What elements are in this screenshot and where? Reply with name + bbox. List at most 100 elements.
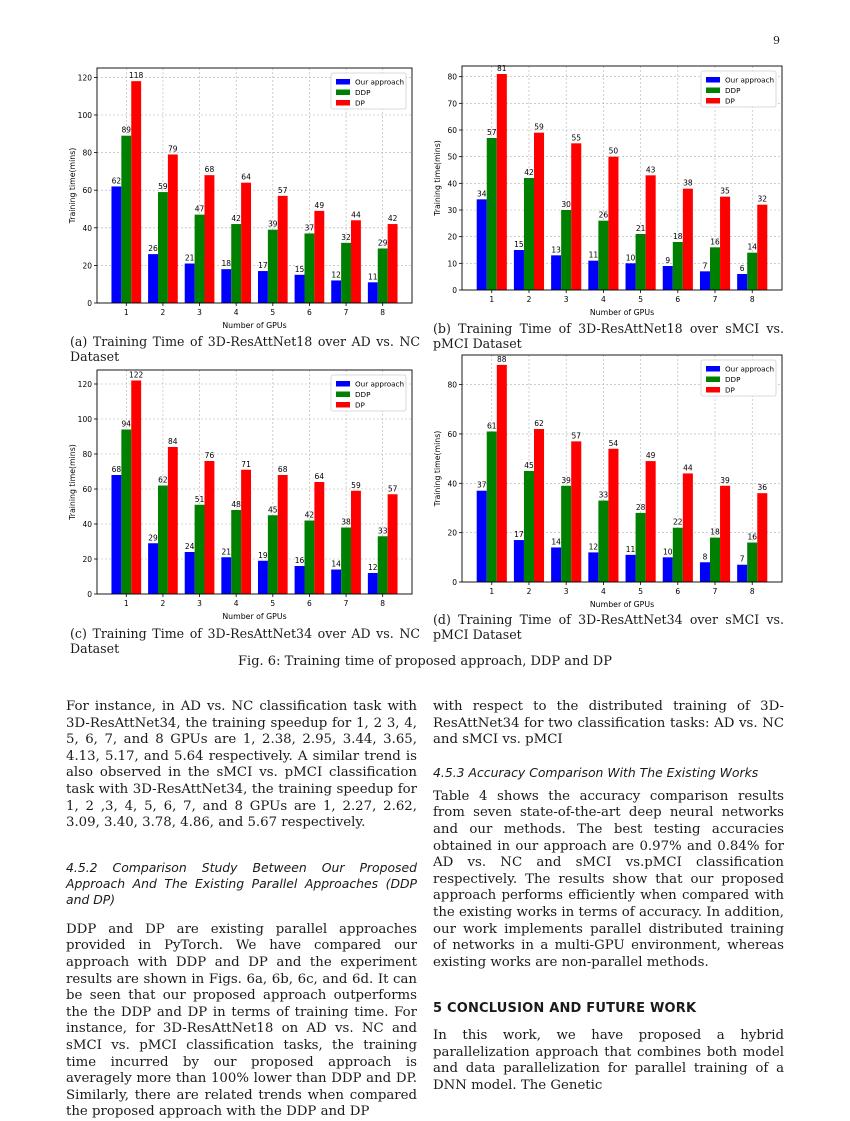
paragraph-accuracy: Table 4 shows the accuracy comparison re…	[433, 788, 784, 970]
data-label: 42	[524, 168, 534, 177]
bar	[131, 380, 142, 594]
bar	[231, 224, 242, 303]
bar	[523, 178, 534, 290]
data-label: 7	[740, 555, 745, 564]
data-label: 11	[626, 545, 636, 554]
bar	[534, 429, 545, 582]
bar	[157, 485, 168, 594]
data-label: 39	[720, 476, 730, 485]
bar	[672, 242, 683, 290]
x-tick-label: 4	[601, 587, 606, 596]
data-label: 21	[222, 547, 232, 556]
data-label: 16	[295, 556, 305, 565]
bar	[486, 138, 497, 290]
right-column: with respect to the distributed training…	[433, 699, 784, 1094]
data-label: 55	[571, 133, 581, 142]
y-tick-label: 10	[447, 259, 457, 268]
data-label: 51	[195, 495, 205, 504]
legend-swatch	[706, 87, 720, 93]
bar	[682, 473, 693, 582]
x-tick-label: 5	[638, 587, 643, 596]
bar	[699, 562, 710, 582]
bar	[625, 263, 636, 290]
bar	[635, 512, 646, 582]
y-tick-label: 40	[447, 179, 457, 188]
data-label: 42	[388, 214, 398, 223]
y-tick-label: 60	[82, 186, 92, 195]
data-label: 28	[636, 503, 646, 512]
data-label: 21	[185, 254, 195, 263]
data-label: 33	[378, 526, 388, 535]
bar	[625, 554, 636, 582]
bar	[387, 494, 398, 594]
data-label: 68	[205, 165, 215, 174]
data-label: 22	[673, 518, 683, 527]
bar	[194, 214, 205, 303]
bar	[121, 429, 132, 594]
data-label: 26	[148, 244, 158, 253]
legend-label: DDP	[355, 390, 371, 399]
bar	[231, 510, 242, 594]
y-tick-label: 70	[447, 99, 457, 108]
data-label: 14	[747, 243, 757, 252]
bar	[314, 210, 325, 303]
y-tick-label: 20	[447, 529, 457, 538]
y-axis-label: Training time(mins)	[433, 140, 442, 217]
bar	[121, 135, 132, 303]
x-tick-label: 2	[161, 599, 166, 608]
legend-label: DP	[355, 99, 366, 108]
legend-swatch	[336, 402, 350, 408]
bar	[257, 271, 268, 303]
bar	[167, 447, 178, 594]
y-tick-label: 80	[447, 73, 457, 82]
x-tick-label: 8	[750, 587, 755, 596]
data-label: 15	[514, 240, 524, 249]
bar	[221, 557, 232, 594]
left-column: For instance, in AD vs. NC classificatio…	[66, 699, 417, 1121]
data-label: 18	[673, 232, 683, 241]
bar	[377, 536, 388, 594]
bar	[598, 220, 609, 290]
data-label: 8	[703, 552, 708, 561]
bar	[341, 527, 352, 594]
y-tick-label: 0	[87, 590, 92, 599]
bar	[351, 490, 361, 594]
x-axis-label: Number of GPUs	[222, 321, 286, 330]
x-tick-label: 6	[675, 587, 680, 596]
data-label: 59	[534, 123, 544, 132]
y-tick-label: 120	[78, 380, 93, 389]
data-label: 57	[278, 186, 288, 195]
y-tick-label: 20	[82, 555, 92, 564]
x-axis-label: Number of GPUs	[590, 600, 654, 609]
data-label: 36	[758, 483, 768, 492]
data-label: 11	[589, 251, 599, 260]
data-label: 62	[112, 176, 122, 185]
x-axis-label: Number of GPUs	[222, 612, 286, 621]
bar	[710, 247, 721, 290]
y-tick-label: 80	[82, 149, 92, 158]
bar	[608, 156, 619, 290]
x-tick-label: 6	[307, 599, 312, 608]
data-label: 118	[129, 71, 144, 80]
bar	[184, 552, 195, 594]
x-tick-label: 1	[489, 295, 494, 304]
bar	[304, 233, 315, 303]
data-label: 44	[351, 210, 361, 219]
x-tick-label: 3	[197, 308, 202, 317]
data-label: 12	[368, 563, 378, 572]
data-label: 29	[378, 238, 388, 247]
bar	[194, 504, 205, 594]
x-tick-label: 2	[527, 587, 532, 596]
bar	[267, 229, 278, 303]
bar	[598, 500, 609, 582]
data-label: 62	[158, 476, 168, 485]
data-label: 38	[341, 518, 351, 527]
y-tick-label: 40	[447, 479, 457, 488]
y-axis-label: Training time(mins)	[68, 444, 77, 521]
legend-label: DDP	[725, 86, 741, 95]
paragraph-continued: with respect to the distributed training…	[433, 699, 784, 748]
bar	[513, 250, 524, 290]
bar	[486, 431, 497, 582]
data-label: 44	[683, 463, 693, 472]
x-tick-label: 3	[564, 587, 569, 596]
